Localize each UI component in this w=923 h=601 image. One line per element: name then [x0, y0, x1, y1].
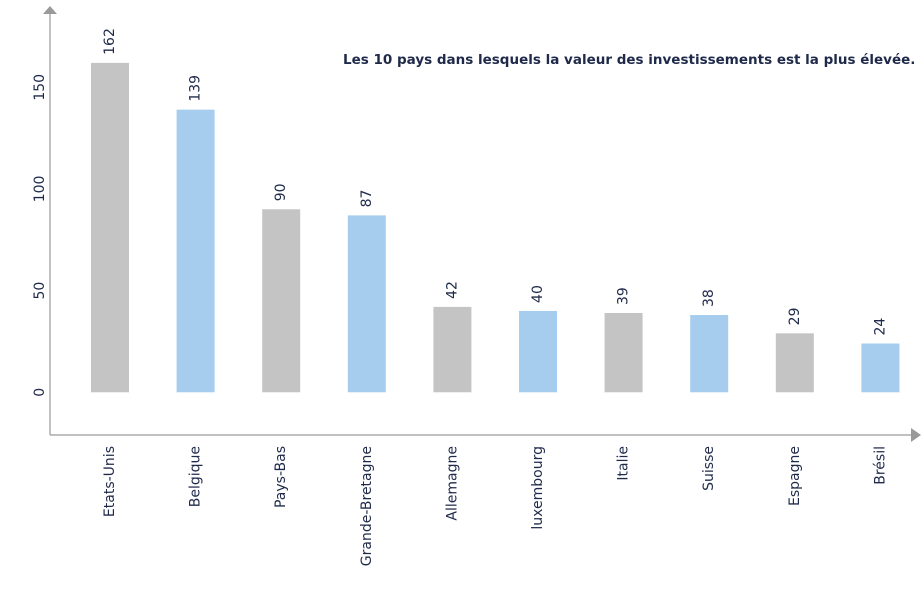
x-tick-label: Espagne — [787, 446, 803, 506]
x-axis-arrow — [911, 428, 921, 442]
value-label: 90 — [273, 183, 289, 201]
y-axis-arrow — [43, 6, 57, 14]
y-tick-label: 50 — [32, 282, 48, 300]
x-tick-label: luxembourg — [530, 446, 546, 530]
bar — [347, 215, 386, 393]
bar — [91, 62, 129, 393]
x-tick-label: Etats-Unis — [102, 446, 118, 517]
bar — [262, 209, 301, 393]
x-tick-label: Suisse — [701, 446, 717, 491]
value-label: 40 — [530, 285, 546, 303]
value-label: 42 — [444, 281, 460, 299]
value-label: 38 — [701, 289, 717, 307]
x-tick-label: Italie — [616, 446, 632, 481]
x-tick-label: Brésil — [872, 446, 888, 485]
x-tick-label: Belgique — [188, 446, 204, 507]
bar — [176, 109, 215, 393]
x-tick-label: Allemagne — [444, 446, 460, 521]
bar — [604, 312, 643, 393]
value-label: 162 — [102, 28, 118, 55]
bar — [433, 306, 472, 393]
bar — [775, 333, 814, 393]
value-label: 24 — [872, 318, 888, 336]
y-tick-label: 100 — [32, 176, 48, 203]
bar — [861, 343, 900, 393]
x-tick-label: Pays-Bas — [273, 446, 289, 508]
x-tick-label: Grande-Bretagne — [359, 446, 375, 566]
y-tick-label: 150 — [32, 74, 48, 101]
value-label: 29 — [787, 307, 803, 325]
value-label: 87 — [359, 190, 375, 208]
chart-title: Les 10 pays dans lesquels la valeur des … — [343, 52, 915, 68]
value-label: 139 — [188, 75, 204, 102]
y-tick-label: 0 — [32, 388, 48, 397]
value-label: 39 — [616, 287, 632, 305]
bar — [519, 310, 557, 393]
bar — [690, 315, 729, 393]
